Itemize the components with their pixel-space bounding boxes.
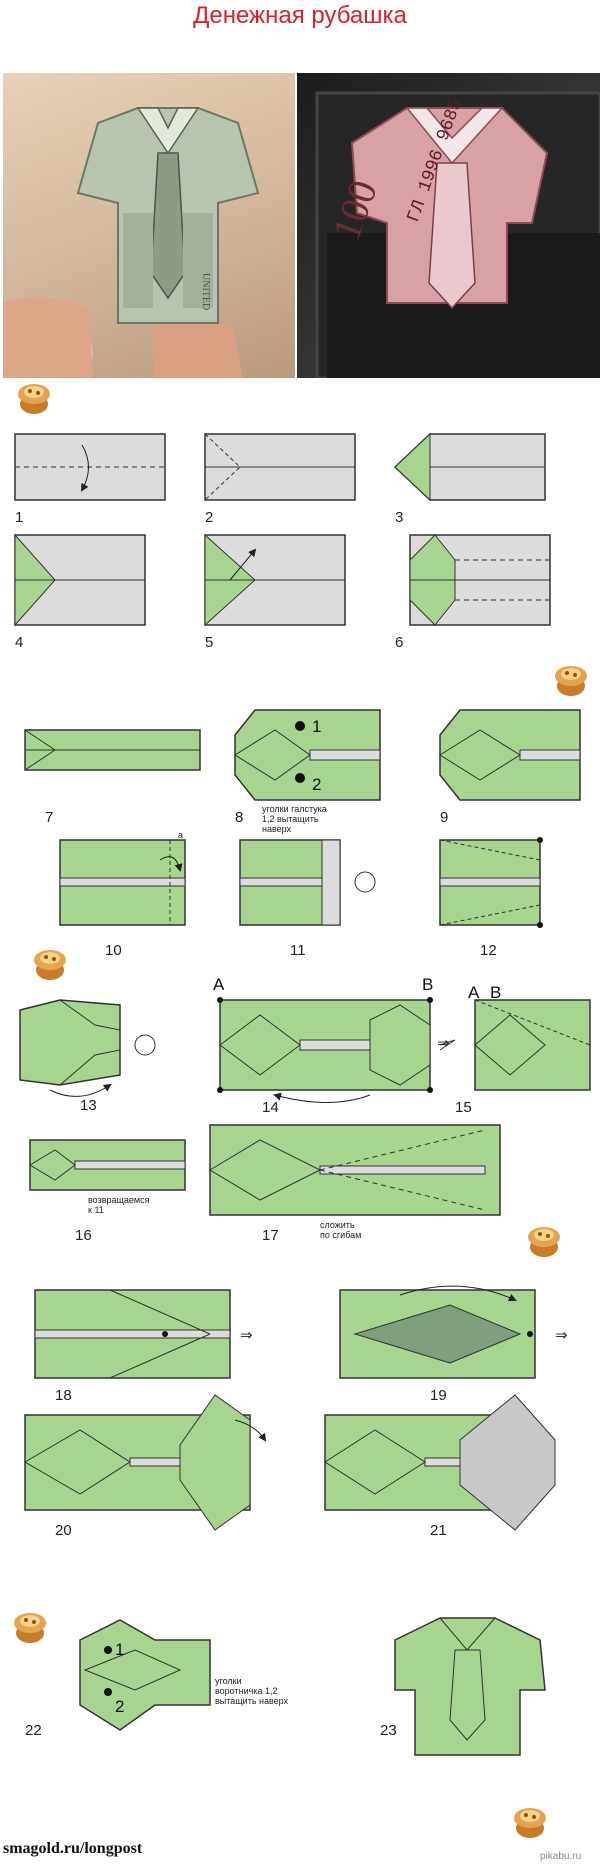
step-23: 23 [380, 1617, 546, 1756]
step-8: 1 2 8 уголки галстука 1,2 вытащить навер… [234, 709, 381, 834]
svg-text:к 11: к 11 [88, 1205, 104, 1215]
cake-icon [18, 384, 50, 414]
svg-text:⇒: ⇒ [437, 1035, 450, 1052]
step-15: ⇒ A B 15 [437, 983, 591, 1116]
step-20: 20 [24, 1394, 267, 1539]
step-11: 11 [239, 839, 376, 959]
svg-text:A: A [468, 983, 480, 1002]
svg-text:19: 19 [430, 1387, 447, 1404]
step-17: сложить по сгибам 17 [209, 1124, 501, 1244]
svg-text:UNITED: UNITED [200, 273, 211, 310]
svg-text:23: 23 [380, 1722, 397, 1739]
svg-text:3: 3 [395, 509, 403, 526]
step-12: 12 [439, 837, 543, 959]
svg-text:16: 16 [75, 1227, 92, 1244]
dollar-shirt-model: UNITED [76, 107, 260, 324]
cake-icon [528, 1227, 560, 1257]
svg-text:1,2 вытащить: 1,2 вытащить [262, 814, 319, 824]
svg-text:уголки галстука: уголки галстука [262, 804, 327, 814]
step-10: a 10 [59, 830, 186, 959]
cake-icon [14, 1613, 46, 1643]
svg-text:наверх: наверх [262, 824, 292, 834]
svg-text:уголки: уголки [215, 1676, 242, 1686]
svg-text:17: 17 [262, 1227, 279, 1244]
svg-text:7: 7 [45, 809, 53, 826]
svg-text:10: 10 [105, 942, 122, 959]
svg-text:1: 1 [312, 717, 321, 736]
step-5: 5 [204, 533, 346, 651]
folding-diagram: 1 2 3 4 5 6 7 [14, 384, 591, 1838]
step-3: 3 [393, 432, 546, 526]
step-6: 6 [395, 534, 551, 651]
step-4: 4 [14, 533, 146, 651]
cake-icon [555, 666, 587, 696]
svg-text:14: 14 [262, 1099, 279, 1116]
dollar-shirt-photo: UNITED [3, 73, 295, 378]
svg-text:15: 15 [455, 1099, 472, 1116]
svg-text:9: 9 [440, 809, 448, 826]
svg-text:1: 1 [115, 1640, 124, 1659]
step-22: 1 2 уголки воротничка 1,2 вытащить навер… [25, 1619, 289, 1739]
ruble-shirt-photo: 100 ГЛ 1996 9685 [297, 73, 600, 378]
svg-text:6: 6 [395, 634, 403, 651]
svg-text:5: 5 [205, 634, 213, 651]
step-7: 7 [24, 729, 201, 826]
step-16: возвращаемся к 11 16 [29, 1139, 186, 1244]
step-9: 9 [439, 709, 581, 826]
svg-text:2: 2 [205, 509, 213, 526]
step-18: ⇒ 18 [34, 1289, 253, 1404]
svg-text:2: 2 [312, 775, 321, 794]
svg-text:B: B [490, 983, 501, 1002]
svg-text:вытащить наверх: вытащить наверх [215, 1696, 289, 1706]
svg-text:a: a [178, 830, 183, 840]
svg-text:⇒: ⇒ [555, 1327, 568, 1344]
svg-text:13: 13 [80, 1097, 97, 1114]
step-14: A B 14 [213, 975, 433, 1116]
step-1: 1 [14, 433, 166, 526]
svg-text:22: 22 [25, 1722, 42, 1739]
step-2: 2 [204, 433, 356, 526]
svg-text:воротничка 1,2: воротничка 1,2 [215, 1686, 277, 1696]
cake-icon [34, 950, 66, 980]
page-title: Денежная рубашка [193, 2, 407, 29]
svg-text:по сгибам: по сгибам [320, 1230, 361, 1240]
svg-text:4: 4 [15, 634, 23, 651]
svg-text:сложить: сложить [320, 1220, 355, 1230]
ruble-shirt-model: 100 ГЛ 1996 9685 [323, 96, 549, 310]
svg-text:2: 2 [115, 1697, 124, 1716]
footer-url: smagold.ru/longpost [3, 1840, 143, 1857]
svg-text:18: 18 [55, 1387, 72, 1404]
step-21: 21 [324, 1394, 556, 1539]
svg-text:B: B [422, 975, 433, 994]
svg-text:8: 8 [235, 809, 243, 826]
svg-text:⇒: ⇒ [240, 1327, 253, 1344]
svg-text:12: 12 [480, 942, 497, 959]
svg-text:21: 21 [430, 1522, 447, 1539]
svg-text:11: 11 [290, 942, 306, 959]
step-13: 13 [19, 999, 156, 1114]
svg-text:возвращаемся: возвращаемся [88, 1195, 150, 1205]
watermark: pikabu.ru [540, 1851, 582, 1862]
svg-text:A: A [213, 975, 225, 994]
svg-text:1: 1 [15, 509, 23, 526]
step-19: ⇒ 19 [339, 1285, 568, 1404]
svg-text:20: 20 [55, 1522, 72, 1539]
cake-icon [514, 1808, 546, 1838]
